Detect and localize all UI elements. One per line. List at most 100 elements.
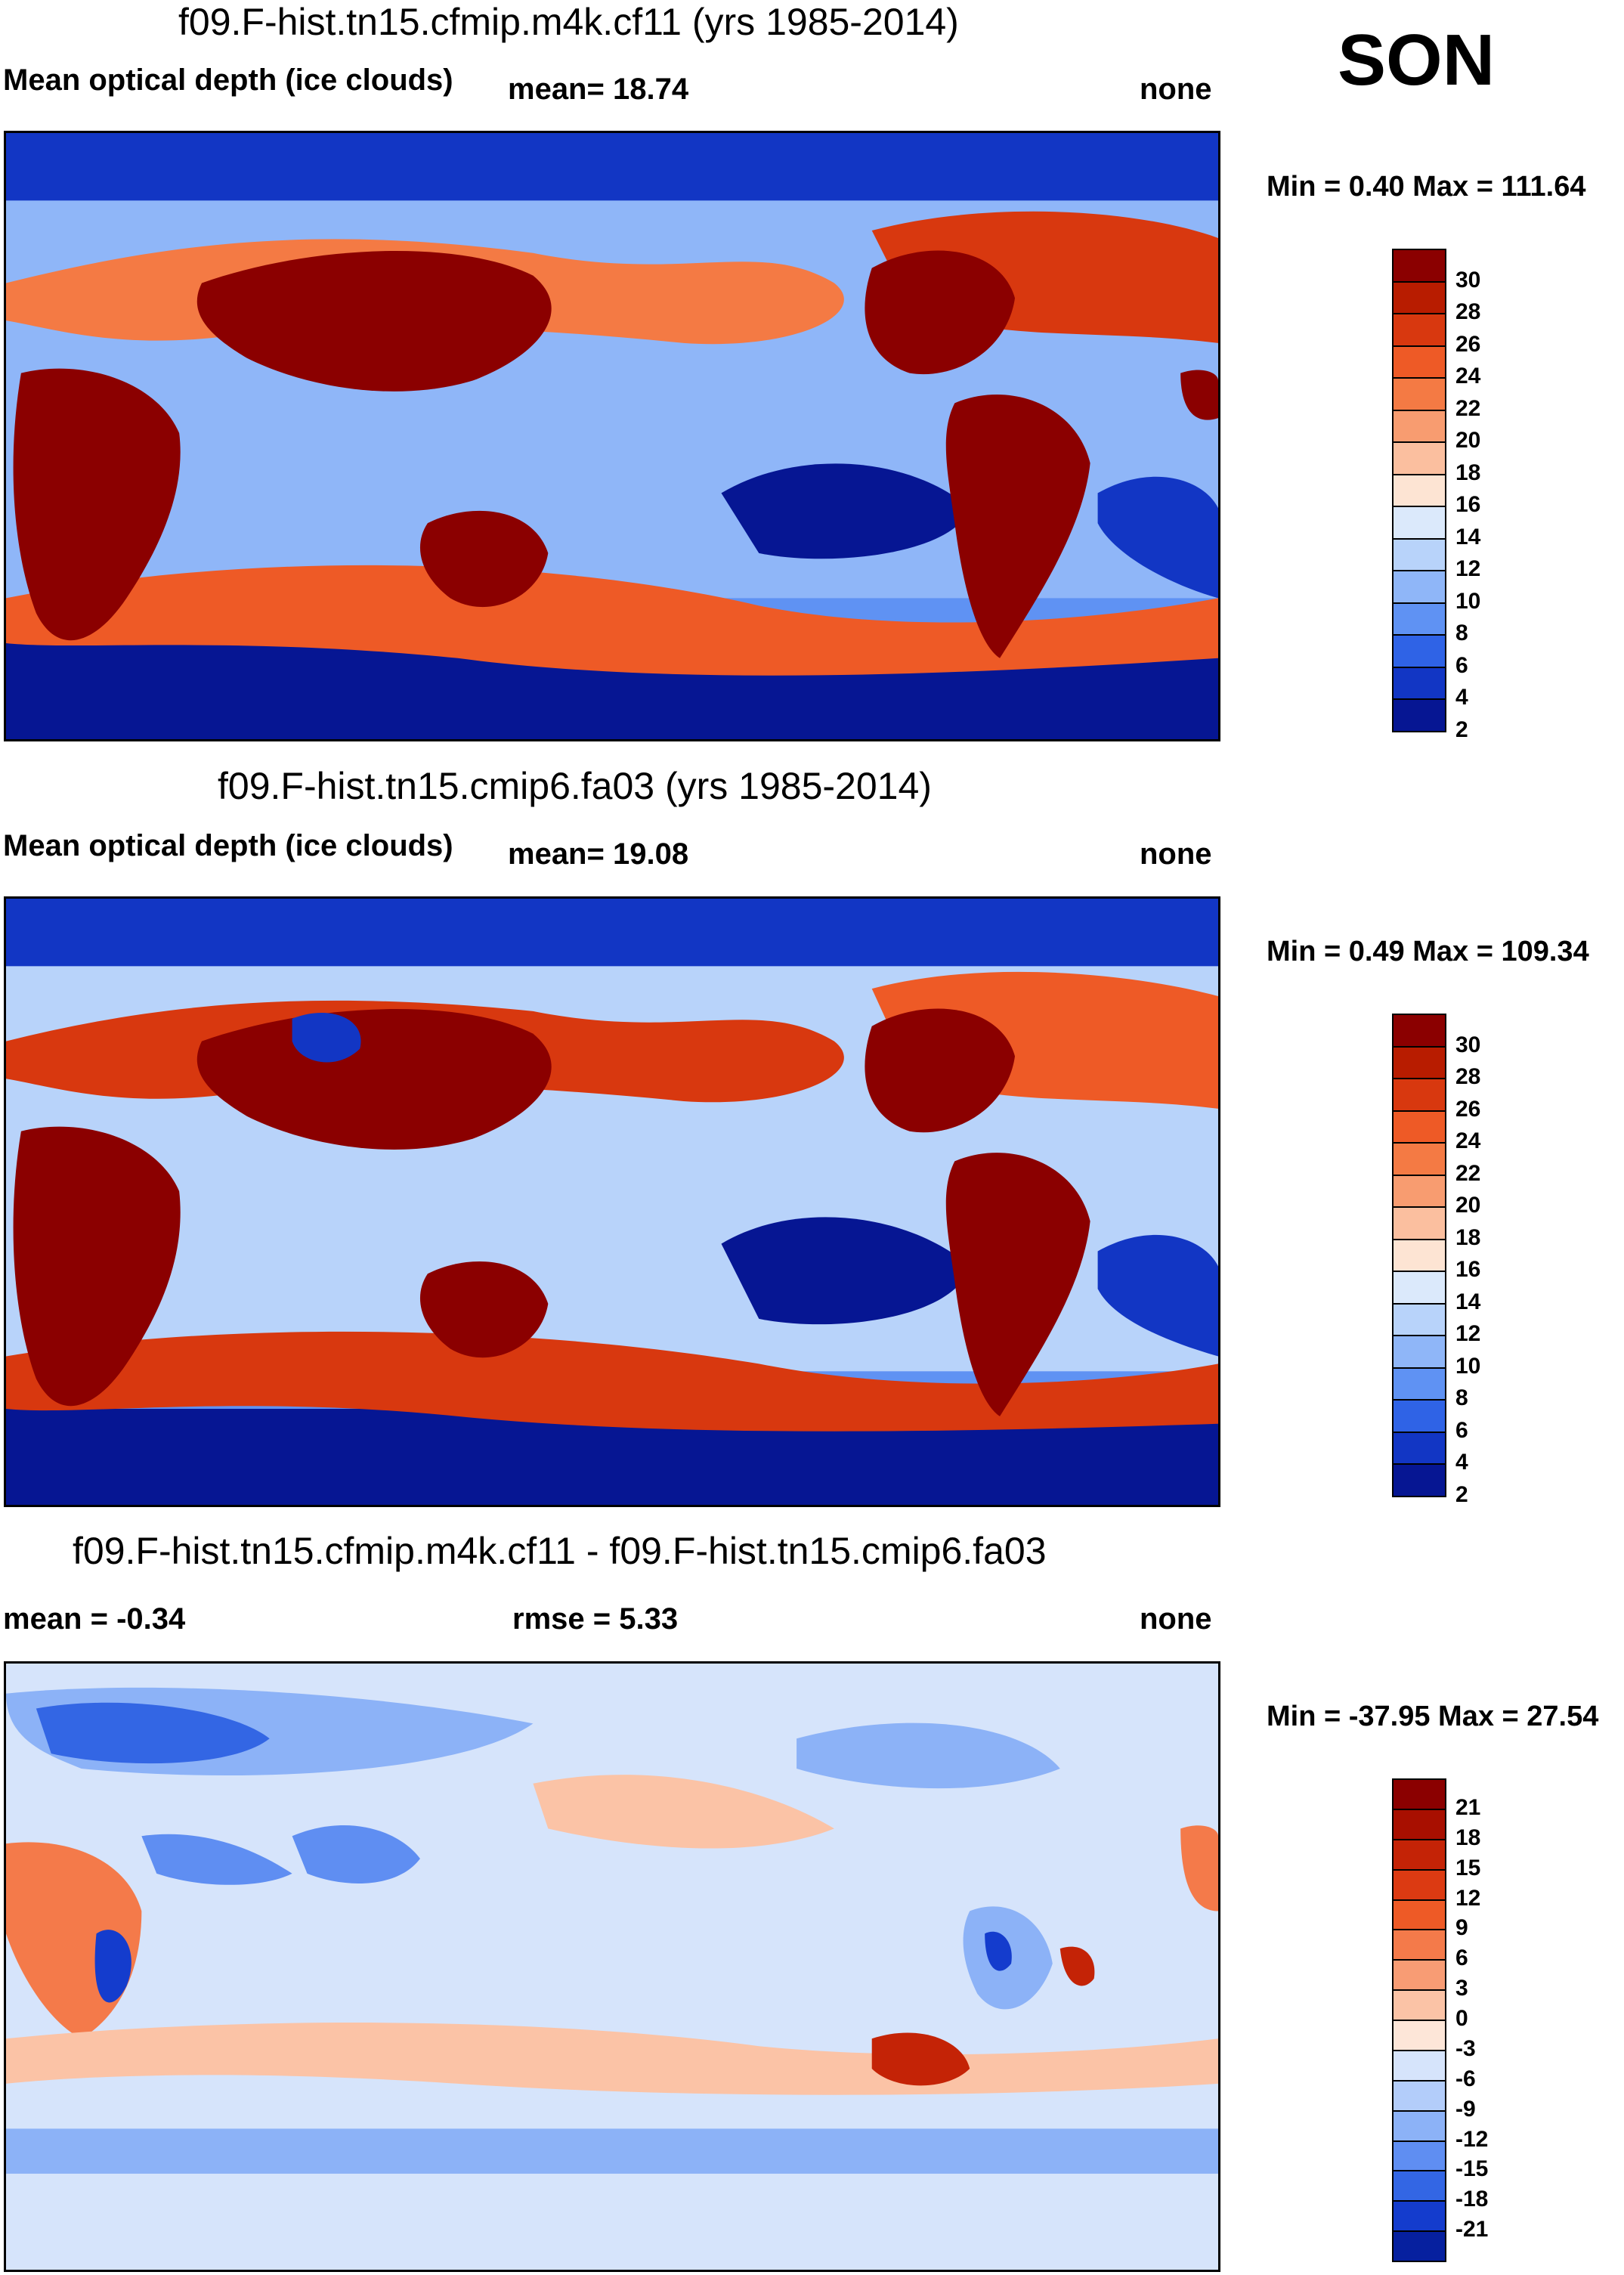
colorbar-swatch xyxy=(1392,409,1446,444)
colorbar-label: 4 xyxy=(1455,1450,1468,1475)
colorbar-label: 16 xyxy=(1455,492,1481,518)
colorbar-label: 2 xyxy=(1455,1482,1468,1507)
colorbar-swatch xyxy=(1392,1929,1446,1961)
colorbar-label: 22 xyxy=(1455,1160,1481,1186)
colorbar-swatch xyxy=(1392,249,1446,283)
colorbar-label: 12 xyxy=(1455,1885,1481,1911)
panel-1-variable-label: Mean optical depth (ice clouds) xyxy=(3,63,453,97)
colorbar-label: 22 xyxy=(1455,395,1481,421)
colorbar-swatch xyxy=(1392,1271,1446,1305)
colorbar-label: 26 xyxy=(1455,1096,1481,1122)
colorbar-swatch xyxy=(1392,1142,1446,1176)
colorbar-swatch xyxy=(1392,441,1446,475)
colorbar-swatch xyxy=(1392,1045,1446,1080)
colorbar-swatch xyxy=(1392,1367,1446,1401)
colorbar-label: -6 xyxy=(1455,2066,1476,2091)
colorbar-label: -3 xyxy=(1455,2035,1476,2061)
panel-2-minmax: Min = 0.49 Max = 109.34 xyxy=(1267,936,1589,967)
colorbar-swatch xyxy=(1392,280,1446,315)
colorbar-swatch xyxy=(1392,1899,1446,1931)
colorbar-label: 18 xyxy=(1455,460,1481,485)
colorbar-label: 28 xyxy=(1455,299,1481,325)
colorbar-swatch xyxy=(1392,1778,1446,1810)
colorbar-label: 6 xyxy=(1455,1945,1468,1971)
panel-2-map xyxy=(4,896,1220,1507)
colorbar-swatch xyxy=(1392,666,1446,701)
colorbar-swatch xyxy=(1392,1989,1446,2021)
colorbar-swatch xyxy=(1392,1335,1446,1369)
colorbar-label: 10 xyxy=(1455,1353,1481,1379)
colorbar-swatch xyxy=(1392,1110,1446,1144)
panel-2-units-label: none xyxy=(1140,837,1212,871)
colorbar-label: 18 xyxy=(1455,1224,1481,1250)
colorbar-swatch xyxy=(1392,1206,1446,1240)
colorbar-label: 0 xyxy=(1455,2006,1468,2031)
colorbar-swatch xyxy=(1392,1174,1446,1209)
colorbar-label: 21 xyxy=(1455,1794,1481,1820)
panel-3-map xyxy=(4,1661,1220,2272)
panel-1-map xyxy=(4,131,1220,741)
colorbar-swatch xyxy=(1392,2230,1446,2262)
colorbar-swatch xyxy=(1392,1808,1446,1840)
panel-3-rmse-label: rmse = 5.33 xyxy=(512,1602,679,1636)
colorbar-swatch xyxy=(1392,537,1446,572)
colorbar-label: 16 xyxy=(1455,1257,1481,1283)
colorbar-label: -9 xyxy=(1455,2096,1476,2122)
colorbar-label: -15 xyxy=(1455,2156,1489,2182)
colorbar-label: 30 xyxy=(1455,267,1481,292)
colorbar-swatch xyxy=(1392,506,1446,540)
colorbar-swatch xyxy=(1392,2109,1446,2142)
colorbar-label: 4 xyxy=(1455,685,1468,710)
colorbar-label: 6 xyxy=(1455,1417,1468,1443)
colorbar-label: 30 xyxy=(1455,1032,1481,1057)
colorbar-swatch xyxy=(1392,1078,1446,1112)
colorbar-swatch xyxy=(1392,473,1446,508)
panel-2-mean-label: mean= 19.08 xyxy=(508,837,689,871)
colorbar-swatch xyxy=(1392,1302,1446,1337)
colorbar-label: 9 xyxy=(1455,1915,1468,1941)
colorbar-swatch xyxy=(1392,1014,1446,1048)
colorbar-label: 8 xyxy=(1455,1385,1468,1411)
colorbar-swatch xyxy=(1392,2079,1446,2112)
colorbar-label: 18 xyxy=(1455,1825,1481,1850)
colorbar-label: 14 xyxy=(1455,524,1481,549)
colorbar-swatch xyxy=(1392,345,1446,379)
colorbar-swatch xyxy=(1392,1399,1446,1433)
colorbar-label: 20 xyxy=(1455,428,1481,453)
colorbar-label: 14 xyxy=(1455,1289,1481,1314)
colorbar-swatch xyxy=(1392,570,1446,604)
panel-3-field xyxy=(6,1664,1218,2270)
colorbar-swatch xyxy=(1392,1959,1446,1992)
panel-2-variable-label: Mean optical depth (ice clouds) xyxy=(3,829,453,862)
colorbar-label: 15 xyxy=(1455,1855,1481,1880)
panel-3-colorbar: 21 18 15 12 9 6 3 0 -3 -6 -9 -12 -15 -18 -21 xyxy=(1392,1778,1488,2262)
season-label: SON xyxy=(1338,20,1496,101)
panel-2-colorbar: 30 28 26 24 22 20 18 16 14 12 10 8 6 4 2 xyxy=(1392,1014,1480,1507)
colorbar-swatch xyxy=(1392,1838,1446,1871)
colorbar-label: 24 xyxy=(1455,1128,1481,1154)
colorbar-label: 2 xyxy=(1455,717,1468,742)
colorbar-label: 26 xyxy=(1455,331,1481,357)
colorbar-swatch xyxy=(1392,634,1446,668)
panel-1-colorbar: 30 28 26 24 22 20 18 16 14 12 10 8 6 4 2 xyxy=(1392,249,1480,742)
colorbar-swatch xyxy=(1392,1431,1446,1466)
colorbar-swatch xyxy=(1392,1868,1446,1901)
colorbar-swatch xyxy=(1392,2049,1446,2082)
panel-1-units-label: none xyxy=(1140,73,1212,106)
panel-1-field xyxy=(6,133,1218,739)
panel-1-mean-label: mean= 18.74 xyxy=(508,73,689,106)
panel-1-title: f09.F-hist.tn15.cfmip.m4k.cf11 (yrs 1985… xyxy=(178,1,959,43)
panel-3-title: f09.F-hist.tn15.cfmip.m4k.cf11 - f09.F-h… xyxy=(73,1530,1047,1572)
panel-3-mean-label: mean = -0.34 xyxy=(3,1602,186,1636)
colorbar-swatch xyxy=(1392,2200,1446,2233)
colorbar-swatch xyxy=(1392,1238,1446,1273)
colorbar-label: 24 xyxy=(1455,364,1481,389)
colorbar-swatch xyxy=(1392,1463,1446,1497)
colorbar-label: 20 xyxy=(1455,1193,1481,1218)
colorbar-label: 12 xyxy=(1455,1321,1481,1347)
colorbar-label: -18 xyxy=(1455,2187,1489,2212)
colorbar-swatch xyxy=(1392,698,1446,732)
panel-3-units-label: none xyxy=(1140,1602,1212,1636)
colorbar-swatch xyxy=(1392,377,1446,411)
colorbar-label: 6 xyxy=(1455,652,1468,678)
